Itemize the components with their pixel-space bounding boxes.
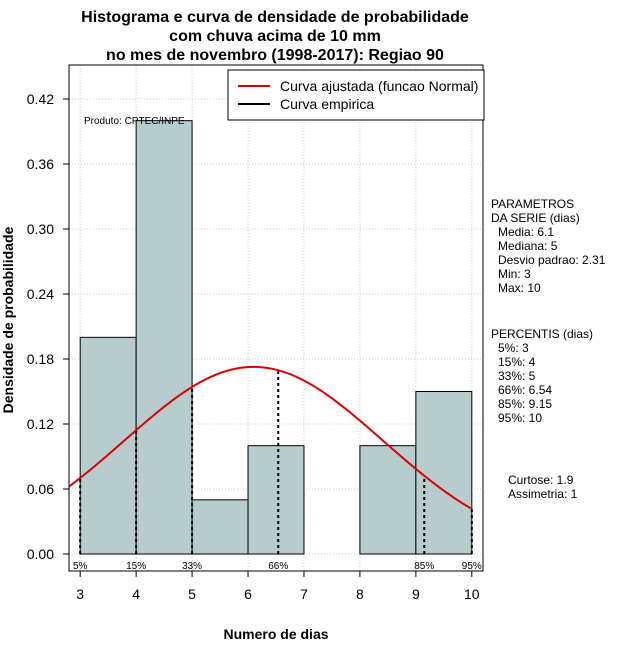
chart-title: Histograma e curva de densidade de proba… [81,9,469,64]
x-tick-label: 6 [244,586,252,602]
percentil-item: 66%: 6.54 [498,383,552,397]
percentil-item: 33%: 5 [498,369,536,383]
percentil-item: 5%: 3 [498,341,529,355]
y-tick-label: 0.00 [27,546,54,562]
x-tick-label: 3 [76,586,84,602]
legend-label-fitted: Curva ajustada (funcao Normal) [280,78,478,94]
percentis-title: PERCENTIS (dias) [491,327,593,341]
statistics-panel: PARAMETROS DA SERIE (dias) Media: 6.1 Me… [491,197,606,501]
percentil-item: 15%: 4 [498,355,536,369]
percentile-lines [79,370,473,554]
percentil-item: 85%: 9.15 [498,397,552,411]
y-tick-label: 0.42 [27,91,54,107]
histogram-bar [359,445,417,555]
normal-curve-line [68,365,472,510]
histogram-bar [79,336,137,555]
percentile-label: 33% [182,561,202,572]
percentile-label: 66% [268,561,288,572]
plot-border [68,64,484,572]
y-tick-label: 0.24 [27,286,54,302]
histogram-bar [415,391,473,555]
percentile-labels: 5% 15% 33% 66% 85% 95% [73,561,482,572]
y-tick-label: 0.36 [27,156,54,172]
percentile-label: 5% [73,561,88,572]
param-item: Desvio padrao: 2.31 [498,253,606,267]
y-tick-label: 0.30 [27,221,54,237]
percentile-label: 95% [462,561,482,572]
title-line-1: Histograma e curva de densidade de proba… [81,9,469,26]
y-tick-label: 0.12 [27,416,54,432]
legend-box [227,69,485,121]
x-axis: 3 4 5 6 7 8 9 10 [76,571,480,602]
x-axis-title: Numero de dias [223,626,328,642]
param-item: Mediana: 5 [498,239,558,253]
histogram-bar [135,120,193,555]
title-line-2: com chuva acima de 10 mm [169,28,381,45]
x-tick-label: 4 [132,586,140,602]
x-tick-label: 7 [300,586,308,602]
x-tick-label: 8 [356,586,364,602]
legend-label-empirical: Curva empirica [280,96,374,112]
percentile-label: 85% [414,561,434,572]
x-tick-label: 10 [464,586,480,602]
y-axis: 0.00 0.06 0.12 0.18 0.24 0.30 0.36 0.42 [27,91,69,562]
param-item: Min: 3 [498,267,531,281]
product-note: Produto: CPTEC/INPE [84,116,185,127]
percentile-label: 15% [126,561,146,572]
kurtosis-text: Curtose: 1.9 [508,473,574,487]
params-title-1: PARAMETROS [491,197,574,211]
histogram-bar [247,445,305,555]
params-title-2: DA SERIE (dias) [491,211,580,225]
y-tick-label: 0.06 [27,481,54,497]
y-axis-title: Densidade de probabilidade [0,226,16,413]
param-item: Media: 6.1 [498,225,554,239]
x-tick-label: 9 [412,586,420,602]
y-tick-label: 0.18 [27,351,54,367]
percentil-item: 95%: 10 [498,411,542,425]
skewness-text: Assimetria: 1 [508,487,578,501]
x-tick-label: 5 [188,586,196,602]
legend: Curva ajustada (funcao Normal) Curva emp… [227,69,485,121]
histogram-bar [191,499,249,555]
histogram-bars [79,120,473,555]
param-item: Max: 10 [498,281,541,295]
title-line-3: no mes de novembro (1998-2017): Regiao 9… [106,47,444,64]
